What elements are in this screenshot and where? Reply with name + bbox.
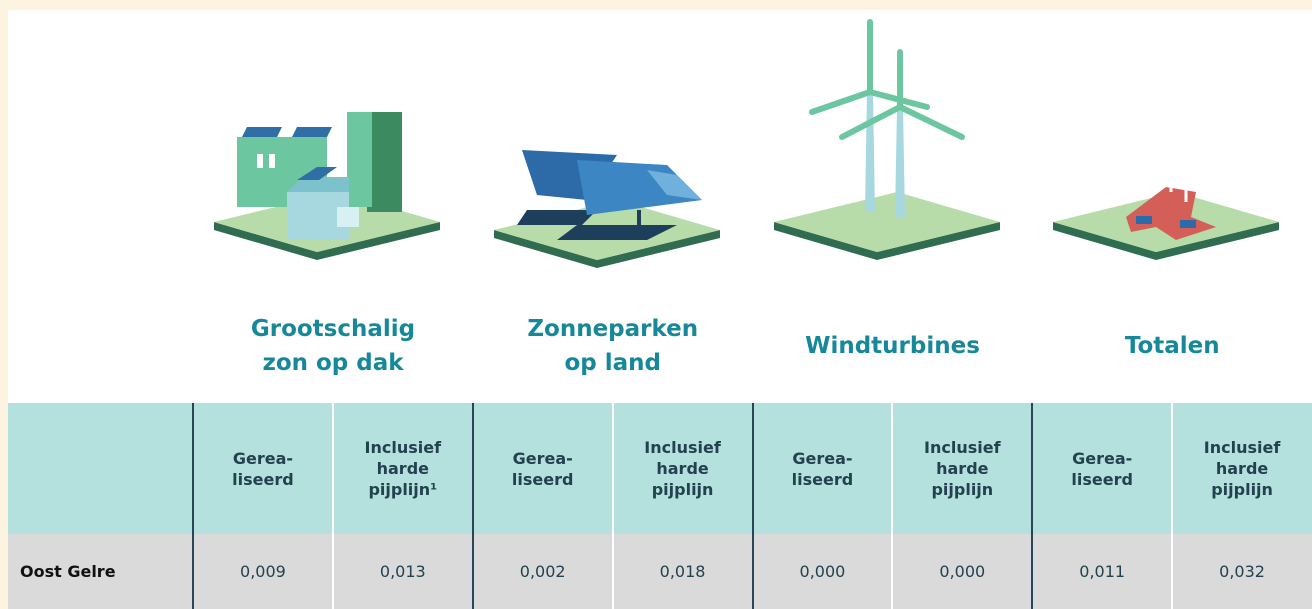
- totals-illustration: [1053, 172, 1279, 260]
- subheader-cell: Inclusief harde pijplijn: [1172, 403, 1312, 534]
- text-line: 0,009: [240, 562, 286, 581]
- group-title: Windturbines: [753, 329, 1033, 363]
- text-line: pijplijn¹: [368, 480, 438, 499]
- text-line: Oost Gelre: [20, 562, 116, 581]
- text-line: pijplijn: [1211, 480, 1273, 499]
- text-line: harde: [1215, 459, 1269, 478]
- text-line: pijplijn: [651, 480, 714, 499]
- group-title: Totalen: [1032, 329, 1312, 363]
- group-divider: [192, 403, 194, 609]
- data-cell: 0,000: [752, 534, 893, 609]
- header-cell: [8, 403, 193, 534]
- text-line: harde: [656, 459, 709, 478]
- text-line: liseerd: [232, 469, 294, 489]
- text-line: 0,032: [1219, 562, 1265, 581]
- subheader-cell: Inclusief harde pijplijn¹: [332, 403, 473, 534]
- text-line: Gerea-: [512, 448, 573, 468]
- text-line: 0,018: [659, 562, 706, 581]
- subheader-cell: Gerea-liseerd: [1032, 403, 1173, 534]
- subheader-cell: Inclusief harde pijplijn: [612, 403, 753, 534]
- column-divider: [611, 403, 614, 609]
- data-cell: 0,032: [1172, 534, 1312, 609]
- column-divider: [891, 403, 894, 609]
- text-line: Inclusief: [1203, 438, 1281, 457]
- group-title: Zonneparken op land: [473, 312, 753, 380]
- column-divider: [331, 403, 334, 609]
- text-line: op land: [564, 350, 661, 376]
- text-line: liseerd: [511, 469, 574, 489]
- wind-turbine-illustration: [774, 19, 1000, 260]
- text-line: liseerd: [1071, 469, 1133, 489]
- text-line: pijplijn: [931, 480, 994, 499]
- illustrations: [214, 19, 1279, 268]
- text-line: Totalen: [1124, 333, 1220, 359]
- text-line: 0,013: [379, 562, 426, 581]
- data-cell: 0,013: [332, 534, 473, 609]
- group-divider: [471, 403, 474, 609]
- text-line: 0,000: [939, 562, 986, 581]
- data-cell: 0,002: [472, 534, 613, 609]
- text-line: zon op dak: [262, 350, 404, 376]
- data-cell: 0,009: [193, 534, 333, 609]
- subheader-cell: Gerea-liseerd: [752, 403, 893, 534]
- row-label: Oost Gelre: [8, 534, 193, 609]
- data-cell: 0,011: [1032, 534, 1173, 609]
- subheader-cell: Inclusief harde pijplijn: [892, 403, 1033, 534]
- text-line: harde: [936, 459, 989, 478]
- text-line: Inclusief: [644, 438, 721, 457]
- text-line: Gerea-: [792, 448, 853, 468]
- solar-park-illustration: [494, 150, 720, 268]
- header-area: [8, 10, 1312, 403]
- column-divider: [1171, 403, 1174, 609]
- data-cell: 0,018: [612, 534, 753, 609]
- text-line: 0,000: [799, 562, 846, 581]
- text-line: Inclusief: [364, 438, 442, 457]
- text-line: harde: [376, 459, 429, 478]
- group-divider: [1031, 403, 1034, 609]
- text-line: Grootschalig: [250, 316, 416, 342]
- text-line: 0,002: [519, 562, 566, 581]
- text-line: Gerea-: [232, 448, 294, 468]
- text-line: Inclusief: [924, 438, 1001, 457]
- text-line: Zonneparken: [527, 316, 699, 342]
- rooftop-solar-illustration: [214, 112, 440, 260]
- group-title: Grootschalig zon op dak: [193, 312, 473, 380]
- text-line: Gerea-: [1072, 448, 1133, 468]
- subheader-cell: Gerea-liseerd: [193, 403, 333, 534]
- data-cell: 0,000: [892, 534, 1033, 609]
- text-line: 0,011: [1079, 562, 1126, 581]
- subheader-cell: Gerea-liseerd: [472, 403, 613, 534]
- group-divider: [751, 403, 754, 609]
- text-line: liseerd: [791, 469, 854, 489]
- text-line: Windturbines: [805, 333, 980, 359]
